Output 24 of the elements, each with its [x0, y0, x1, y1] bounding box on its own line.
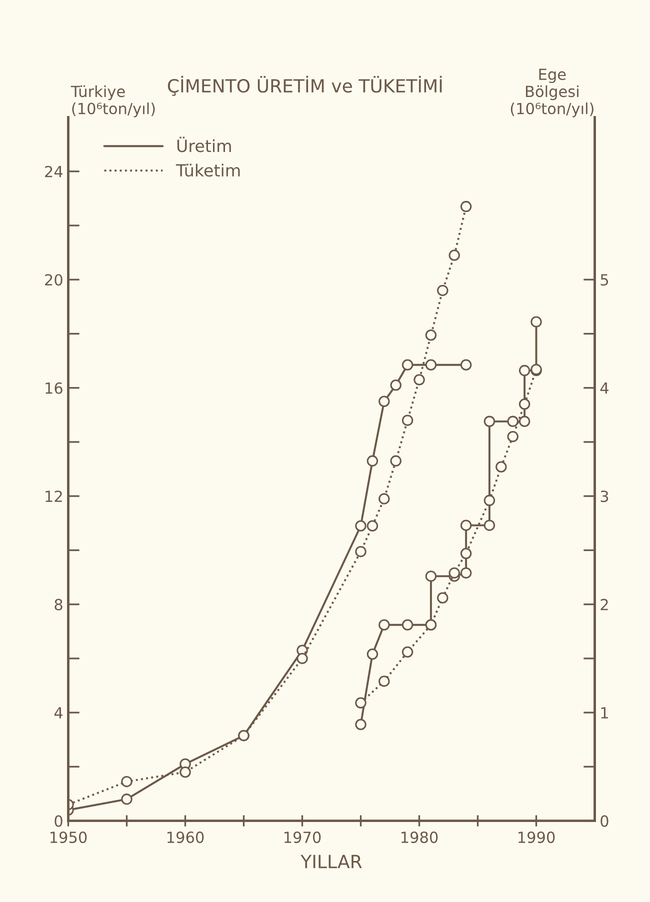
y-tick-label: 8 — [54, 598, 62, 610]
x-axis-title: YILLAR — [300, 854, 362, 868]
y2-tick-label: 4 — [600, 382, 608, 394]
y2-tick-label: 1 — [601, 707, 608, 718]
chart-title: ÇİMENTO ÜRETİM ve TÜKETİMİ — [168, 76, 442, 96]
x-tick-label: 1980 — [401, 832, 438, 844]
y-tick-label: 12 — [46, 490, 62, 502]
x-tick-label: 1950 — [50, 832, 87, 844]
y-axis-title: Türkiye (10⁶ton/yıl) — [70, 85, 155, 118]
y2-tick-label: 2 — [600, 598, 608, 610]
y-tick-label: 0 — [54, 815, 62, 827]
y2-tick-label: 0 — [600, 815, 608, 827]
legend-label: Tüketim — [176, 164, 240, 177]
y-tick-label: 20 — [45, 274, 62, 286]
y-tick-label: 4 — [54, 707, 63, 718]
y-tick-label: 24 — [45, 166, 63, 178]
y-tick-label: 16 — [46, 382, 62, 394]
x-tick-label: 1990 — [518, 832, 555, 844]
x-tick-label: 1960 — [167, 832, 204, 844]
x-tick-label: 1970 — [284, 832, 321, 844]
legend-label: Üretim — [177, 136, 231, 152]
y2-tick-label: 3 — [600, 490, 608, 502]
y2-axis-title: Ege Bölgesi (10⁶ton/yıl) — [510, 68, 594, 118]
y2-tick-label: 5 — [600, 274, 608, 286]
